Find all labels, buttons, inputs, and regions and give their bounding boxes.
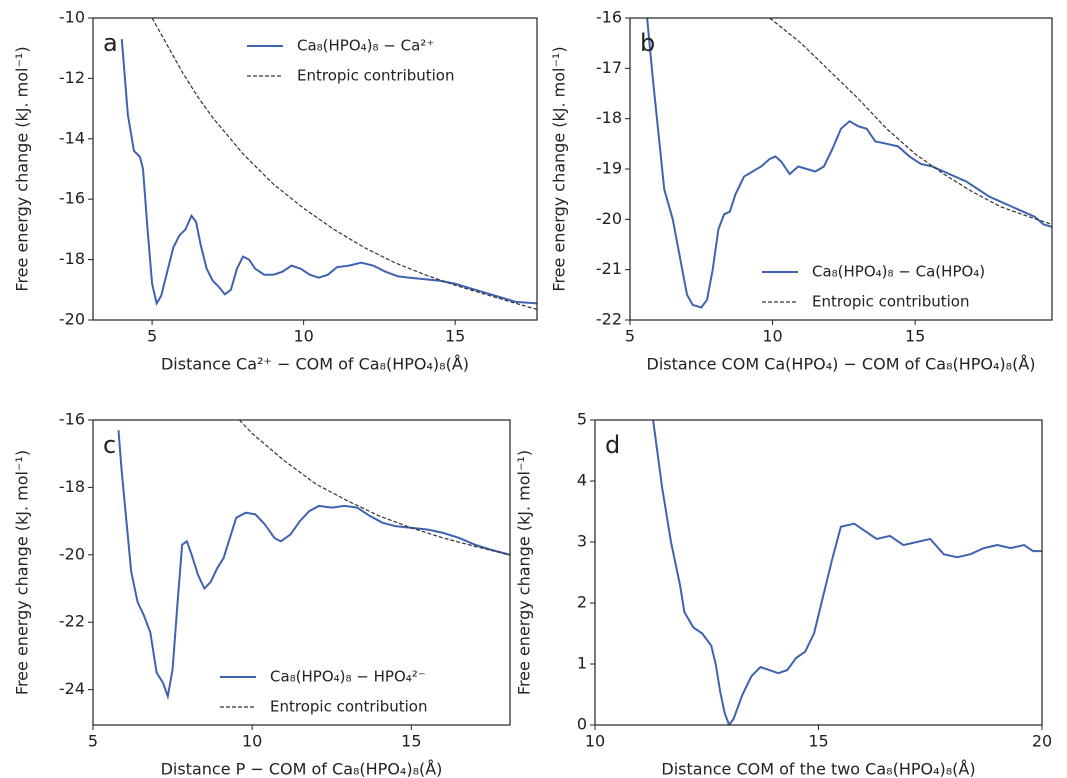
- y-axis-label: Free energy change (kJ. mol⁻¹): [550, 46, 569, 291]
- x-axis-label: Distance P − COM of Ca₈(HPO₄)₈(Å): [161, 760, 443, 778]
- series-line: [652, 420, 1042, 725]
- series-line: [646, 18, 1052, 309]
- panel: 10 15 20 0 1 2 3 4 5 Distance COM of the two Ca₈(…: [515, 410, 1053, 778]
- y-tick-label: -17: [596, 58, 622, 77]
- y-tick-label: -10: [59, 8, 85, 27]
- series-line: [769, 18, 1052, 225]
- legend-label: Entropic contribution: [297, 67, 455, 85]
- y-tick-label: -24: [59, 679, 85, 698]
- series-line: [151, 18, 537, 311]
- x-tick-label: 15: [905, 327, 925, 346]
- panel: 5 10 15 -16 -17 -18 -19 -20 -21 -22 Distance COM C…: [550, 8, 1053, 374]
- legend-label: Ca₈(HPO₄)₈ − Ca²⁺: [297, 37, 434, 55]
- x-tick-label: 20: [1032, 732, 1052, 751]
- panel: 5 10 15 -16 -18 -20 -22 -24 Distance P − COM of …: [13, 410, 511, 778]
- series-line: [117, 430, 510, 701]
- axes-frame: [92, 419, 511, 726]
- y-tick-label: -12: [59, 68, 85, 87]
- y-tick-label: -18: [596, 108, 622, 127]
- panel-letter: b: [640, 29, 655, 57]
- legend-label: Ca₈(HPO₄)₈ − Ca(HPO₄): [812, 263, 985, 281]
- y-axis-label: Free energy change (kJ. mol⁻¹): [13, 46, 32, 291]
- y-tick-label: 3: [577, 532, 587, 551]
- x-tick-label: 5: [625, 327, 635, 346]
- y-tick-label: -16: [59, 410, 85, 429]
- y-tick-label: -19: [596, 159, 622, 178]
- x-axis-label: Distance Ca²⁺ − COM of Ca₈(HPO₄)₈(Å): [161, 355, 469, 374]
- axes-frame: [594, 419, 1043, 726]
- legend-label: Entropic contribution: [270, 698, 428, 716]
- y-tick-label: 5: [577, 410, 587, 429]
- y-tick-label: 0: [577, 715, 587, 734]
- x-tick-label: 10: [242, 732, 262, 751]
- y-tick-label: -16: [596, 8, 622, 27]
- x-tick-label: 15: [401, 732, 421, 751]
- panel-letter: d: [605, 431, 620, 459]
- y-tick-label: -18: [59, 477, 85, 496]
- y-tick-label: 1: [577, 654, 587, 673]
- series-line: [120, 39, 537, 307]
- y-tick-label: -14: [59, 128, 85, 147]
- y-axis-label: Free energy change (kJ. mol⁻¹): [515, 450, 534, 695]
- y-tick-label: 4: [577, 471, 587, 490]
- legend-label: Entropic contribution: [812, 293, 970, 311]
- x-tick-label: 10: [762, 327, 782, 346]
- series-line: [238, 420, 510, 556]
- panel-letter: a: [103, 29, 118, 57]
- x-tick-label: 15: [445, 327, 465, 346]
- y-tick-label: -20: [59, 310, 85, 329]
- y-tick-label: -22: [596, 310, 622, 329]
- x-axis-label: Distance COM Ca(HPO₄) − COM of Ca₈(HPO₄)…: [647, 355, 1036, 374]
- x-tick-label: 5: [147, 327, 157, 346]
- y-tick-label: -20: [596, 209, 622, 228]
- panel: 5 10 15 -10 -12 -14 -16 -18 -20 Distance Ca²⁺ − C…: [13, 8, 538, 374]
- legend-label: Ca₈(HPO₄)₈ − HPO₄²⁻: [270, 668, 426, 686]
- axes-frame: [92, 17, 538, 321]
- y-axis-label: Free energy change (kJ. mol⁻¹): [13, 450, 32, 695]
- x-tick-label: 15: [808, 732, 828, 751]
- y-tick-label: -16: [59, 189, 85, 208]
- y-tick-label: -18: [59, 249, 85, 268]
- y-tick-label: -21: [596, 259, 622, 278]
- y-tick-label: -22: [59, 612, 85, 631]
- panel-letter: c: [103, 431, 116, 459]
- y-tick-label: -20: [59, 544, 85, 563]
- x-tick-label: 10: [585, 732, 605, 751]
- y-tick-label: 2: [577, 593, 587, 612]
- x-tick-label: 10: [293, 327, 313, 346]
- x-axis-label: Distance COM of the two Ca₈(HPO₄)₈(Å): [661, 760, 975, 778]
- x-tick-label: 5: [88, 732, 98, 751]
